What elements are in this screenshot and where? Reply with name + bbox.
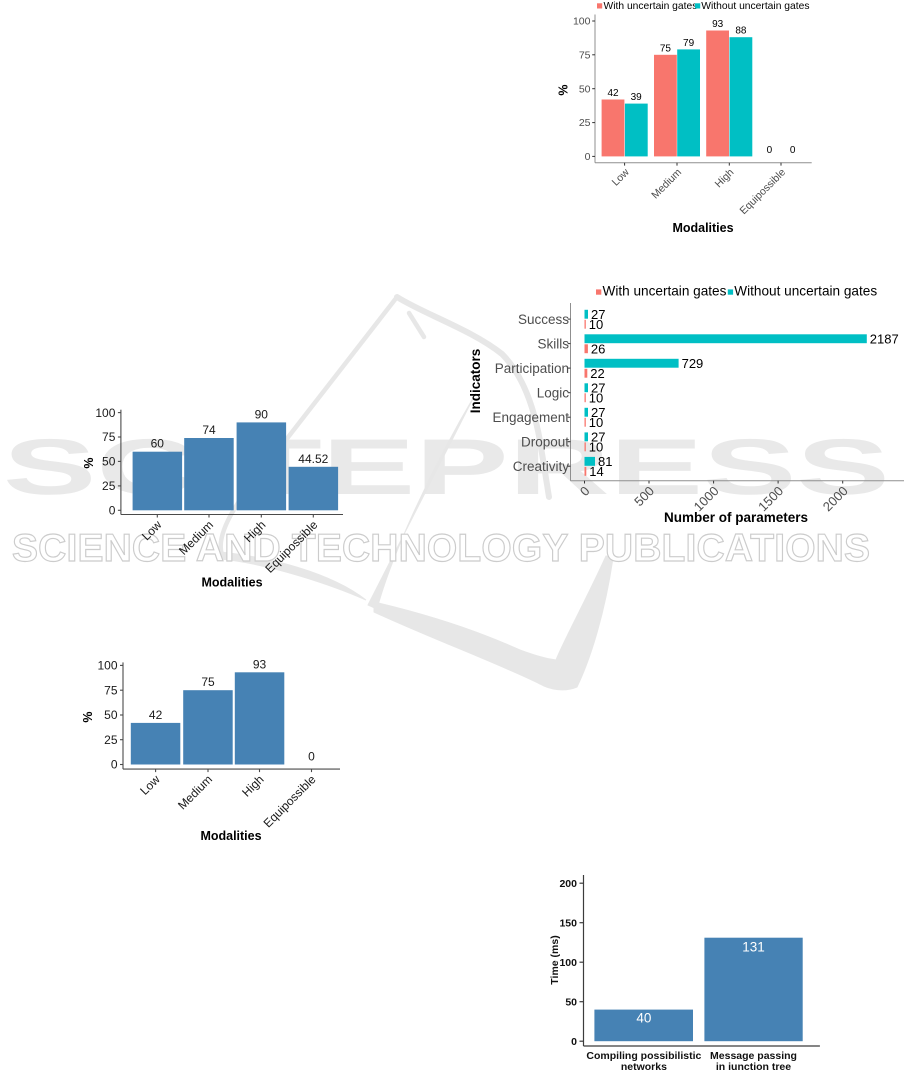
svg-text:79: 79 — [683, 38, 695, 49]
svg-text:75: 75 — [201, 675, 215, 689]
svg-text:200: 200 — [559, 878, 577, 890]
svg-text:Equipossible: Equipossible — [738, 166, 789, 217]
svg-text:10: 10 — [589, 440, 603, 455]
svg-text:50: 50 — [579, 83, 591, 95]
svg-text:25: 25 — [104, 733, 118, 747]
svg-text:10: 10 — [589, 317, 603, 332]
svg-text:Message passing: Message passing — [710, 1050, 797, 1062]
svg-text:networks: networks — [621, 1061, 667, 1070]
svg-text:Modalities: Modalities — [200, 829, 261, 843]
svg-text:25: 25 — [102, 479, 116, 493]
svg-text:26: 26 — [591, 341, 605, 356]
svg-text:0: 0 — [308, 750, 315, 764]
svg-text:Modalities: Modalities — [672, 221, 733, 235]
svg-text:27: 27 — [591, 405, 605, 420]
svg-text:0: 0 — [111, 758, 118, 772]
svg-text:High: High — [713, 166, 737, 190]
svg-text:42: 42 — [607, 88, 619, 99]
svg-text:50: 50 — [102, 455, 116, 469]
svg-text:Participation: Participation — [495, 361, 569, 376]
svg-text:39: 39 — [631, 92, 643, 103]
svg-text:Without uncertain gates: Without uncertain gates — [734, 284, 877, 299]
svg-text:729: 729 — [682, 356, 704, 371]
svg-text:0: 0 — [571, 1036, 577, 1048]
svg-text:Time (ms): Time (ms) — [549, 935, 561, 984]
svg-text:Modalities: Modalities — [201, 576, 262, 590]
svg-text:10: 10 — [589, 391, 603, 406]
svg-text:Compiling possibilistic: Compiling possibilistic — [586, 1050, 701, 1062]
svg-text:93: 93 — [253, 657, 267, 671]
svg-text:With uncertain gates: With uncertain gates — [604, 1, 698, 12]
svg-text:0: 0 — [585, 151, 591, 163]
svg-text:Medium: Medium — [175, 772, 215, 812]
svg-text:22: 22 — [590, 366, 604, 381]
svg-text:100: 100 — [573, 16, 591, 28]
svg-text:25: 25 — [579, 117, 591, 129]
svg-text:0: 0 — [790, 145, 796, 156]
svg-text:131: 131 — [742, 940, 765, 955]
svg-text:Creativity: Creativity — [513, 459, 570, 474]
svg-text:Low: Low — [610, 166, 632, 188]
svg-text:Engagement: Engagement — [492, 410, 569, 425]
svg-text:44.52: 44.52 — [298, 452, 328, 466]
svg-text:Equipossible: Equipossible — [261, 772, 319, 830]
svg-text:Success: Success — [518, 312, 569, 327]
svg-text:With uncertain gates: With uncertain gates — [603, 284, 727, 299]
svg-text:2187: 2187 — [870, 331, 899, 346]
svg-text:0: 0 — [109, 504, 116, 518]
svg-text:27: 27 — [591, 307, 605, 322]
svg-text:High: High — [239, 772, 266, 799]
svg-text:SCIENCE AND TECHNOLOGY PUBLICA: SCIENCE AND TECHNOLOGY PUBLICATIONS — [12, 527, 870, 570]
svg-text:10: 10 — [589, 415, 603, 430]
svg-text:75: 75 — [579, 49, 591, 61]
svg-text:93: 93 — [712, 19, 724, 30]
svg-text:Indicators: Indicators — [468, 349, 483, 414]
svg-text:100: 100 — [97, 659, 117, 673]
svg-text:%: % — [82, 457, 96, 468]
svg-text:Logic: Logic — [537, 385, 570, 400]
svg-text:%: % — [81, 711, 95, 722]
svg-text:100: 100 — [559, 957, 577, 969]
svg-text:50: 50 — [104, 708, 118, 722]
svg-text:%: % — [557, 84, 571, 95]
svg-text:60: 60 — [151, 437, 165, 451]
svg-text:42: 42 — [149, 708, 163, 722]
svg-text:Dropout: Dropout — [521, 434, 569, 449]
svg-text:100: 100 — [95, 406, 115, 420]
svg-text:74: 74 — [202, 423, 216, 437]
svg-text:40: 40 — [636, 1011, 651, 1026]
svg-text:Without uncertain gates: Without uncertain gates — [701, 1, 809, 12]
svg-text:75: 75 — [660, 43, 672, 54]
svg-text:in junction tree: in junction tree — [716, 1061, 791, 1070]
svg-text:90: 90 — [255, 407, 269, 421]
svg-text:0: 0 — [767, 145, 773, 156]
svg-text:88: 88 — [735, 26, 747, 37]
svg-text:27: 27 — [591, 381, 605, 396]
svg-text:Medium: Medium — [649, 166, 684, 201]
svg-text:Number of parameters: Number of parameters — [664, 510, 808, 525]
svg-text:75: 75 — [102, 430, 116, 444]
svg-text:14: 14 — [589, 464, 603, 479]
svg-text:81: 81 — [598, 454, 612, 469]
svg-text:27: 27 — [591, 430, 605, 445]
svg-text:Low: Low — [137, 772, 163, 798]
svg-text:75: 75 — [104, 683, 118, 697]
svg-text:Skills: Skills — [537, 336, 569, 351]
svg-text:150: 150 — [559, 918, 577, 930]
svg-text:50: 50 — [565, 997, 577, 1009]
